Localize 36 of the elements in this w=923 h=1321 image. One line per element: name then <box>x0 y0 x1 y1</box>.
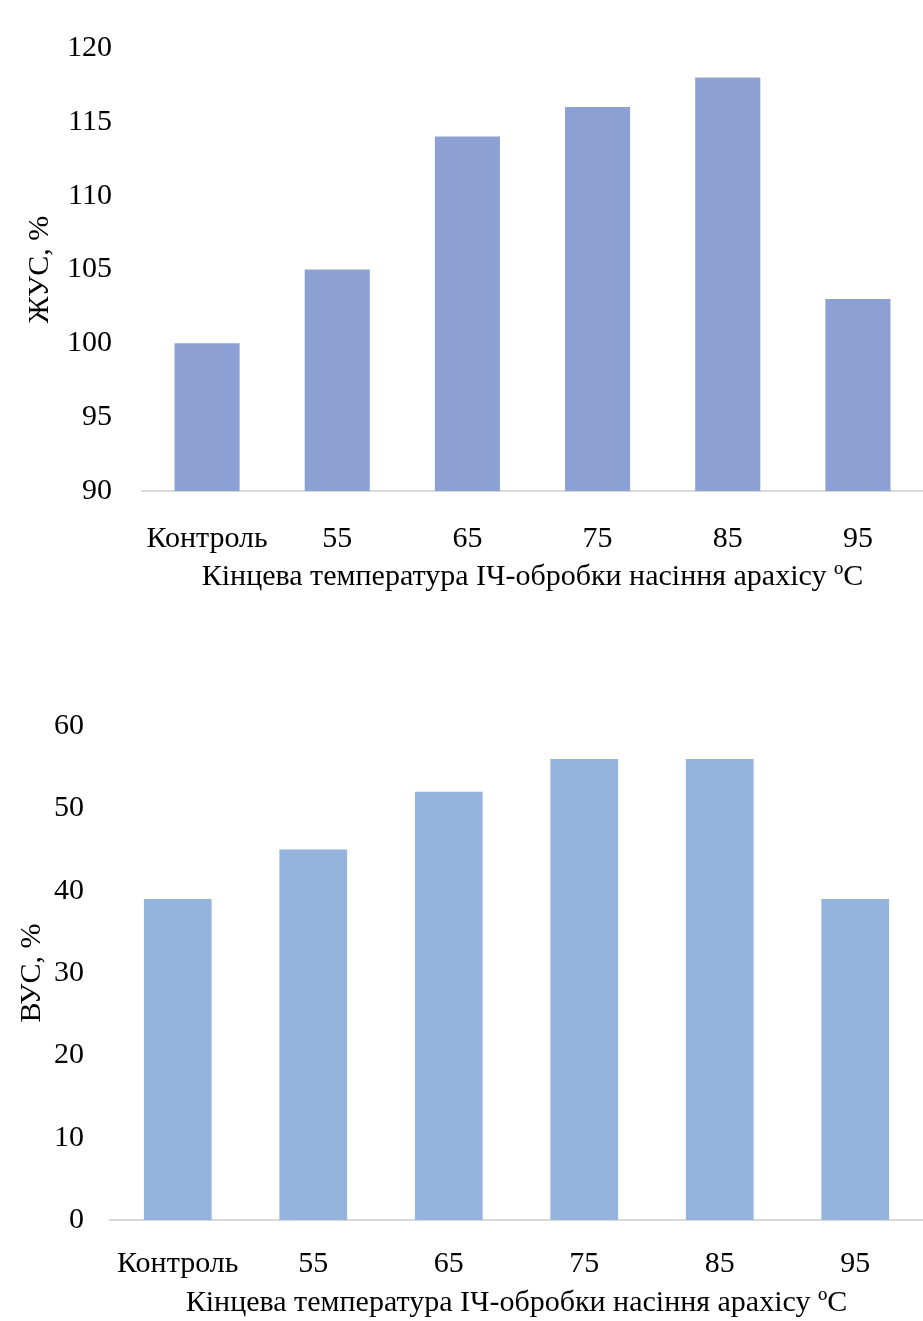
y-tick-label: 100 <box>67 324 112 358</box>
x-tick-label: 75 <box>569 1244 600 1278</box>
bar <box>414 791 483 1220</box>
y-tick-label: 10 <box>54 1118 84 1152</box>
y-tick-label: 60 <box>54 706 84 740</box>
x-tick-label: 65 <box>433 1244 464 1278</box>
x-tick-label: 55 <box>322 519 353 553</box>
y-tick-label: 95 <box>82 398 112 432</box>
bar <box>685 758 754 1220</box>
x-tick-label: 95 <box>840 1244 871 1278</box>
y-tick-label: 40 <box>54 871 84 905</box>
x-axis-title: Кінцева температура ІЧ-обробки насіння арахісу ºC <box>185 1283 848 1317</box>
bar <box>821 898 890 1220</box>
y-axis-title: ЖУС, % <box>20 215 54 324</box>
y-tick-label: 110 <box>68 176 112 210</box>
y-tick-label: 20 <box>54 1036 84 1070</box>
bar <box>279 849 348 1220</box>
x-tick-label: 55 <box>298 1244 329 1278</box>
x-tick-label: 65 <box>452 519 483 553</box>
x-tick-label: 75 <box>582 519 613 553</box>
x-tick-label: Контроль <box>117 1244 239 1278</box>
y-tick-label: 120 <box>67 28 112 62</box>
x-tick-label: 95 <box>842 519 873 553</box>
y-tick-label: 30 <box>54 953 84 987</box>
y-tick-label: 90 <box>82 471 112 505</box>
y-tick-label: 105 <box>67 250 112 284</box>
y-tick-label: 0 <box>69 1200 84 1234</box>
y-tick-label: 50 <box>54 789 84 823</box>
y-axis-title: ВУС, % <box>12 923 46 1023</box>
x-tick-label: 85 <box>704 1244 735 1278</box>
x-tick-label: Контроль <box>146 519 268 553</box>
bar <box>550 758 619 1220</box>
x-axis-title: Кінцева температура ІЧ-обробки насіння арахісу ºC <box>201 557 864 591</box>
y-tick-label: 115 <box>68 102 112 136</box>
x-tick-label: 85 <box>712 519 743 553</box>
bar <box>143 898 212 1220</box>
